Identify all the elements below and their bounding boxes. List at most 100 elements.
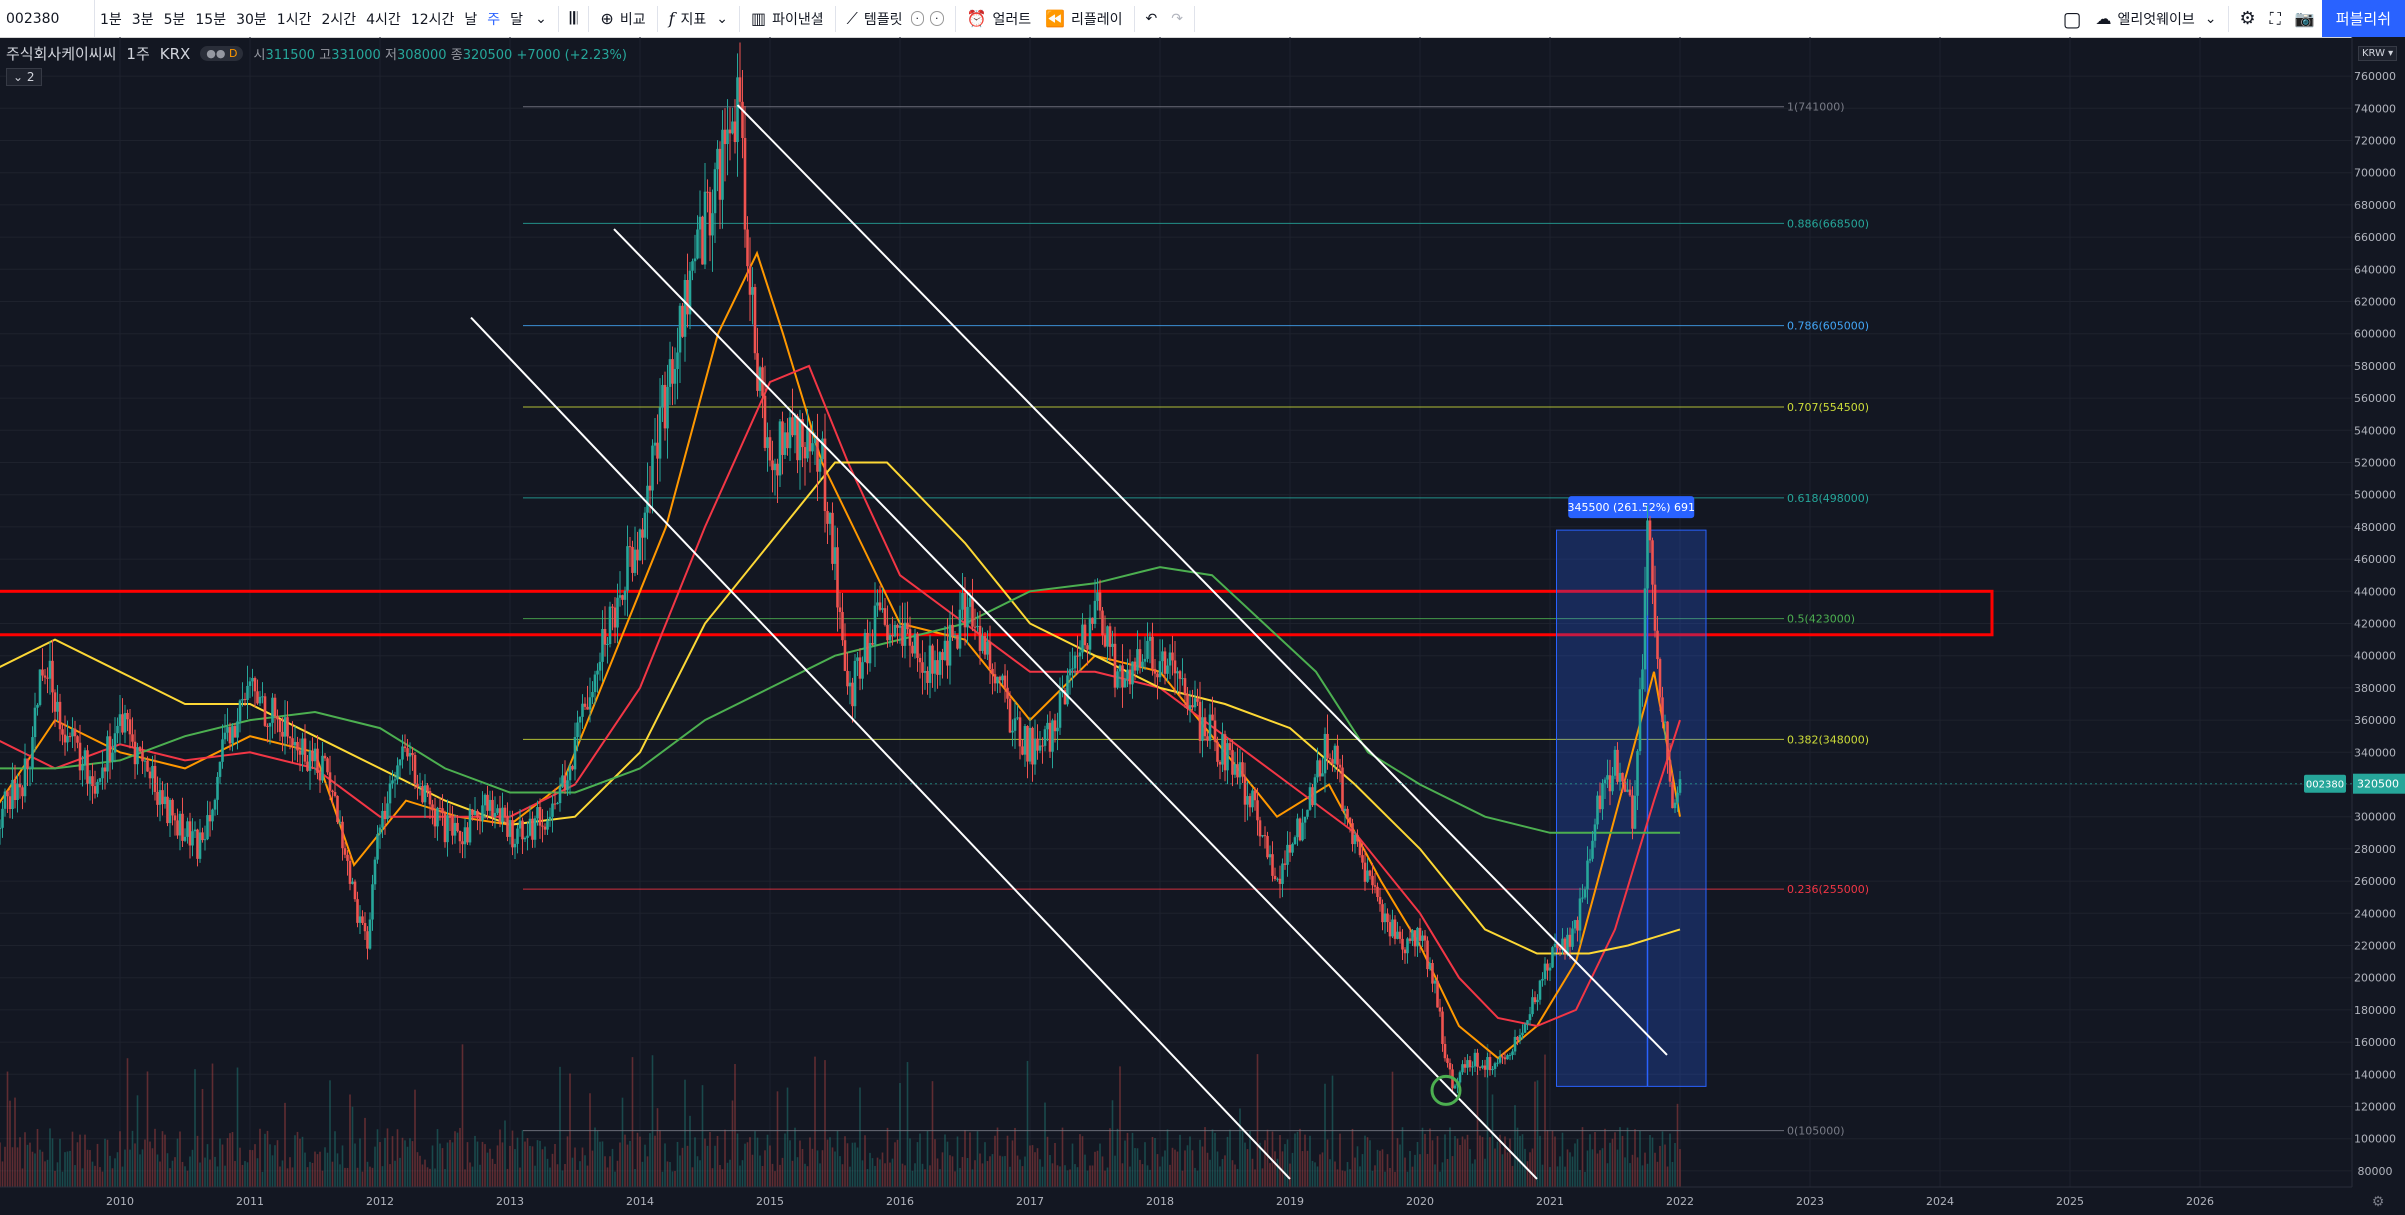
interval-9[interactable]: 날 <box>464 11 478 28</box>
candle-body <box>313 748 317 762</box>
fib-level-label: 1(741000) <box>1787 101 1845 114</box>
chart-type-button[interactable]: 𝄃𝄃 <box>563 0 585 37</box>
volume-bar <box>1539 1135 1541 1187</box>
volume-bar <box>1536 1080 1539 1187</box>
volume-bar <box>781 1157 784 1187</box>
candle-body <box>1138 649 1142 668</box>
gear-icon[interactable]: ⚙ <box>2372 1194 2385 1210</box>
financials-button[interactable]: ▥ 파이낸셜 <box>744 0 831 37</box>
fullscreen-toggle[interactable]: ▢ <box>2056 0 2089 37</box>
volume-bar <box>1149 1169 1151 1187</box>
maximize-button[interactable]: ⛶ <box>2263 0 2288 37</box>
candle-body <box>911 645 914 654</box>
candle-body <box>1223 734 1227 771</box>
candles-icon: 𝄃𝄃 <box>569 8 578 29</box>
candle-body <box>1596 795 1599 825</box>
volume-bar <box>521 1130 524 1187</box>
alert-button[interactable]: ⏰ 얼러트 <box>960 0 1039 37</box>
chart-area[interactable]: 1(741000) 0.886(668500) 0.786(605000) 0.707… <box>0 37 2405 1215</box>
volume-bar <box>109 1155 111 1187</box>
data-status-badge[interactable]: ●● D <box>200 46 244 61</box>
plus-circle-icon: ⊕ <box>600 9 614 28</box>
settings-button[interactable]: ⚙ <box>2233 0 2263 37</box>
indicator-collapse-toggle[interactable]: ⌄ 2 <box>6 68 42 86</box>
volume-bar <box>1224 1155 1226 1187</box>
resistance-zone-box[interactable] <box>0 589 1994 637</box>
candle-body <box>118 714 122 726</box>
candle-body <box>368 919 372 949</box>
volume-bar <box>301 1136 304 1187</box>
candle-body <box>1381 904 1384 923</box>
candle-body <box>71 728 74 737</box>
price-tick-label: 440000 <box>2354 585 2396 598</box>
interval-dropdown-icon[interactable]: ⌄ <box>535 10 547 27</box>
volume-bar <box>1374 1165 1376 1187</box>
time-axis[interactable]: 2010 2011 2012 2013 2014 2015 2016 2017 2018 2019… <box>106 1195 2214 1208</box>
price-tick-label: 180000 <box>2354 1004 2396 1017</box>
moving-average-line-2[interactable] <box>0 461 1681 955</box>
replay-button[interactable]: ⏪ 리플레이 <box>1038 0 1129 37</box>
candle-body <box>478 817 482 821</box>
interval-3[interactable]: 15분 <box>195 11 227 28</box>
volume-bar <box>1659 1145 1661 1187</box>
candle-body <box>221 739 224 762</box>
volume-bar <box>359 1138 361 1187</box>
candle-body <box>558 786 562 804</box>
candle-body <box>858 657 862 679</box>
interval-5[interactable]: 1시간 <box>276 11 312 28</box>
volume-bar <box>74 1165 76 1187</box>
volume-bar <box>1081 1136 1084 1187</box>
candle-body <box>768 437 772 461</box>
volume-bar <box>1326 1139 1329 1187</box>
candle-body <box>203 839 207 841</box>
candle-body <box>436 807 439 827</box>
undo-button[interactable]: ↶ <box>1139 0 1165 37</box>
templates-button[interactable]: ⟋ 템플릿 · · <box>840 0 951 37</box>
candle-body <box>798 419 802 461</box>
volume-bar <box>1489 1137 1491 1187</box>
trend-channel-line-0[interactable] <box>736 104 1668 1056</box>
indicators-button[interactable]: f 지표 ⌄ <box>662 0 735 37</box>
candle-body <box>1013 718 1017 731</box>
interval-4[interactable]: 30분 <box>236 11 267 28</box>
interval-7[interactable]: 4시간 <box>366 11 401 28</box>
price-chart[interactable]: 1(741000) 0.886(668500) 0.786(605000) 0.707… <box>0 37 2405 1215</box>
volume-bar <box>231 1132 234 1187</box>
interval-8[interactable]: 12시간 <box>410 11 455 28</box>
volume-bar <box>624 1134 626 1187</box>
interval-1[interactable]: 3분 <box>131 11 154 28</box>
volume-bar <box>891 1158 894 1187</box>
compare-button[interactable]: ⊕ 비교 <box>593 0 652 37</box>
volume-bar <box>1654 1152 1656 1187</box>
interval-11[interactable]: 달 <box>510 11 524 28</box>
candle-body <box>1031 727 1034 765</box>
layout-menu[interactable]: ☁ 엘리엇웨이브 ⌄ <box>2089 0 2224 37</box>
volume-bar <box>1649 1134 1651 1187</box>
volume-bar <box>19 1137 21 1187</box>
volume-bar <box>859 1087 861 1187</box>
trend-channel-line-1[interactable] <box>613 228 1538 1180</box>
interval-0[interactable]: 1분 <box>100 11 122 28</box>
volume-bar <box>1031 1145 1034 1187</box>
candle-body <box>303 738 307 762</box>
volume-bar <box>536 1140 539 1187</box>
bottom-circle-marker[interactable] <box>1430 1074 1462 1106</box>
interval-10[interactable]: 주 <box>487 11 501 28</box>
currency-selector[interactable]: KRW ▾ <box>2358 46 2398 61</box>
volume-bar <box>44 1161 46 1187</box>
candle-body <box>321 755 324 781</box>
redo-button[interactable]: ↷ <box>1164 0 1190 37</box>
candle-body <box>613 607 617 628</box>
candle-body <box>1313 777 1317 806</box>
publish-button[interactable]: 퍼블리쉬 <box>2321 0 2405 37</box>
moving-average-line-0[interactable] <box>0 250 1681 1060</box>
symbol-search[interactable]: 002380 <box>0 0 95 37</box>
snapshot-button[interactable]: 📷 <box>2288 0 2322 37</box>
time-axis-bg <box>0 1187 2405 1215</box>
trend-channel-line-2[interactable] <box>470 316 1291 1180</box>
price-axis[interactable]: 80000 100000 120000 140000 160000 180000 20000… <box>2354 70 2396 1178</box>
interval-2[interactable]: 5분 <box>163 11 186 28</box>
interval-6[interactable]: 2시간 <box>321 11 357 28</box>
volume-bar <box>396 1129 399 1187</box>
candle-body <box>673 368 677 384</box>
